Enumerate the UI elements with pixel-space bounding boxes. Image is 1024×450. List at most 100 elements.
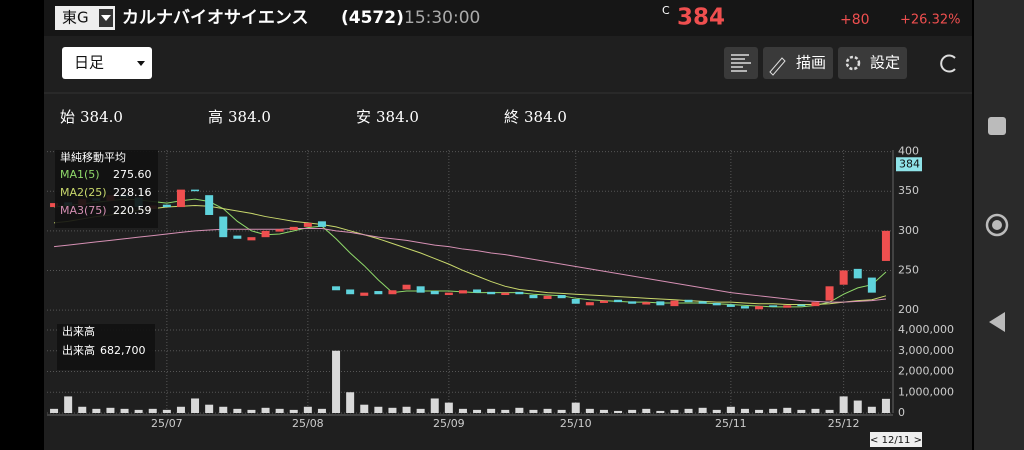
y-tick-label: 350 (898, 184, 919, 197)
candle-body (458, 290, 467, 294)
volume-bar (191, 398, 200, 413)
candle-body (839, 270, 848, 285)
x-tick-label: 25/10 (560, 417, 592, 430)
volume-bar (740, 408, 749, 413)
nav-back[interactable] (989, 312, 1005, 332)
volume-bar (332, 350, 341, 413)
volume-bar (50, 408, 59, 413)
volume-legend-name: 出来高 (62, 343, 95, 357)
volume-bar (134, 409, 143, 413)
chart: 25/07 25/08 25/09 25/10 25/11 25/12 200 250 300 3… (47, 145, 954, 447)
volume-bar (726, 406, 735, 413)
change: +80 (840, 12, 870, 28)
volume-bar (360, 404, 369, 413)
x-tick-label: 25/07 (151, 417, 183, 430)
volume-bar (656, 410, 665, 413)
candle-body (247, 237, 256, 241)
ohlc-value: 384.0 (228, 108, 271, 126)
ma-legend-name: MA2(25) (60, 186, 107, 199)
candle-body (755, 306, 764, 310)
volume-bar (219, 406, 228, 413)
volume-bar (205, 404, 214, 413)
volume-bar (557, 409, 566, 413)
volume-bar (571, 402, 580, 413)
candle-body (769, 305, 778, 307)
stock-code: (4572) (341, 8, 404, 28)
ma-legend-name: MA3(75) (60, 204, 107, 217)
candle-body (317, 221, 326, 227)
last-price-label: 384 (899, 157, 920, 170)
volume-bar (698, 407, 707, 413)
cursor-box (870, 432, 922, 447)
candle-body (867, 277, 876, 293)
candle-body (670, 300, 679, 307)
candle-body (233, 235, 242, 239)
volume-bar (529, 409, 538, 413)
nav-recents[interactable] (988, 117, 1006, 135)
candle-body (430, 291, 439, 295)
candle-body (529, 295, 538, 299)
candle-body (656, 301, 665, 306)
volume-bar (289, 409, 298, 413)
volume-bar (416, 408, 425, 413)
volume-bar (599, 409, 608, 413)
x-tick-label: 25/11 (715, 417, 747, 430)
last-price-tag (896, 157, 922, 172)
candle-body (444, 292, 453, 296)
draw-button[interactable] (763, 47, 833, 79)
volume-bar (162, 409, 171, 413)
candle-body (416, 286, 425, 293)
candle-body (726, 304, 735, 307)
volume-bar (712, 409, 721, 413)
volume-bar (642, 408, 651, 413)
x-tick-label: 25/09 (433, 417, 465, 430)
candle-body (712, 302, 721, 306)
price-flag: C (662, 4, 670, 17)
ma-legend-value: 275.60 (113, 168, 152, 181)
candle-body (289, 226, 298, 231)
volume-bar (684, 408, 693, 413)
candle-body (346, 289, 355, 295)
ma-legend-box (55, 150, 158, 228)
nav-home[interactable] (985, 213, 1009, 237)
volume-bar (839, 396, 848, 413)
volume-bar (543, 408, 552, 413)
y-tick-label: 300 (898, 224, 919, 237)
volume-bar (275, 408, 284, 413)
candle-body (740, 306, 749, 309)
candle-body (811, 302, 820, 307)
settings-label: 設定 (870, 54, 900, 72)
volume-bar (92, 408, 101, 413)
volume-bar (176, 406, 185, 413)
candle-body (162, 204, 171, 208)
ohlc-label: 終 (504, 108, 519, 126)
candle-body (501, 292, 510, 296)
volume-bar (374, 406, 383, 413)
candle-body (219, 216, 228, 238)
header-bar (44, 0, 972, 36)
volume-bar (120, 408, 129, 413)
x-tick-label: 25/08 (292, 417, 324, 430)
volume-bar (670, 409, 679, 413)
y-tick-label: 400 (898, 145, 919, 158)
ohlc-label: 高 (208, 108, 223, 126)
candle-body (332, 286, 341, 291)
candle-body (783, 305, 792, 308)
period-arrow (137, 61, 145, 66)
candle-body (388, 290, 397, 295)
volume-tick-label: 2,000,000 (898, 365, 954, 378)
candle-body (487, 291, 496, 295)
candle-body (642, 302, 651, 305)
volume-bar (811, 408, 820, 413)
settings-icon (845, 55, 861, 71)
settings-button[interactable] (838, 47, 907, 79)
candle-body (275, 229, 284, 232)
volume-bar (64, 396, 73, 413)
period-select[interactable] (62, 47, 152, 79)
refresh-button[interactable] (940, 54, 956, 73)
ma-legend-value: 228.16 (113, 186, 152, 199)
candle-body (599, 300, 608, 303)
candle-body (557, 295, 566, 299)
cursor-label: < 12/11 > (870, 435, 922, 446)
